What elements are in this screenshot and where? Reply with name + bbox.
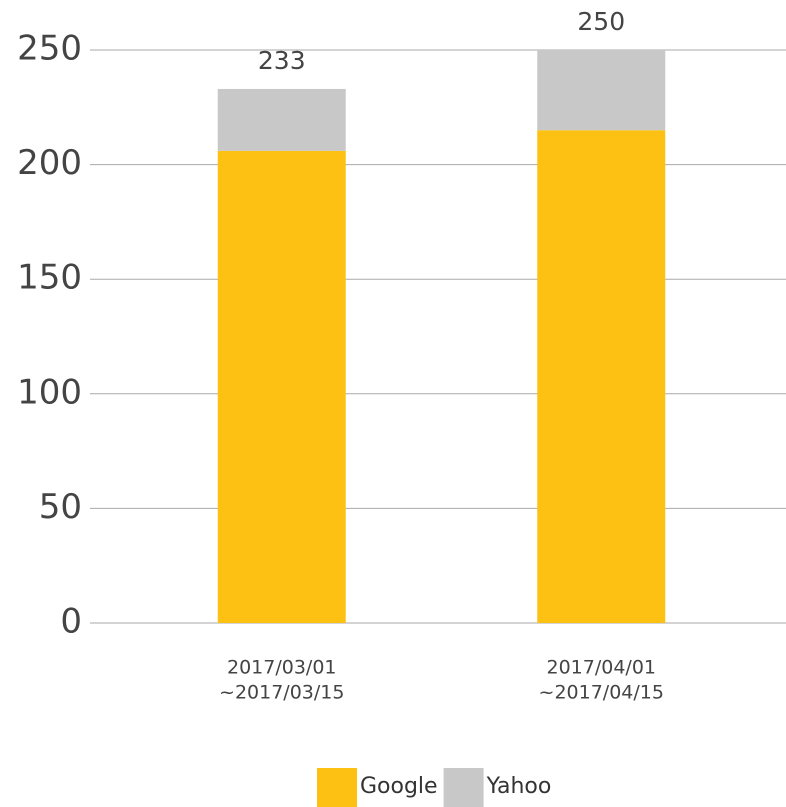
y-tick-label: 100 [17, 372, 82, 412]
y-tick-label: 250 [17, 29, 82, 69]
legend-label: Yahoo [486, 774, 552, 799]
legend-swatch [317, 768, 357, 807]
bar-segment [217, 150, 346, 623]
y-tick-label: 50 [39, 487, 82, 527]
x-tick-label: 2017/03/01 [227, 657, 337, 679]
y-tick-label: 0 [60, 602, 82, 642]
legend-swatch [443, 768, 484, 807]
total-label: 233 [258, 46, 306, 75]
bar-segment [217, 88, 346, 151]
bar-segment [537, 130, 666, 623]
bar-segment [537, 50, 666, 131]
total-label: 250 [577, 7, 625, 36]
y-tick-label: 200 [17, 143, 82, 183]
legend-label: Google [360, 774, 438, 799]
y-tick-label: 150 [17, 258, 82, 298]
x-tick-label: 2017/04/01 [546, 657, 656, 679]
x-tick-label: ~2017/03/15 [219, 682, 344, 704]
x-tick-label: ~2017/04/15 [539, 682, 664, 704]
